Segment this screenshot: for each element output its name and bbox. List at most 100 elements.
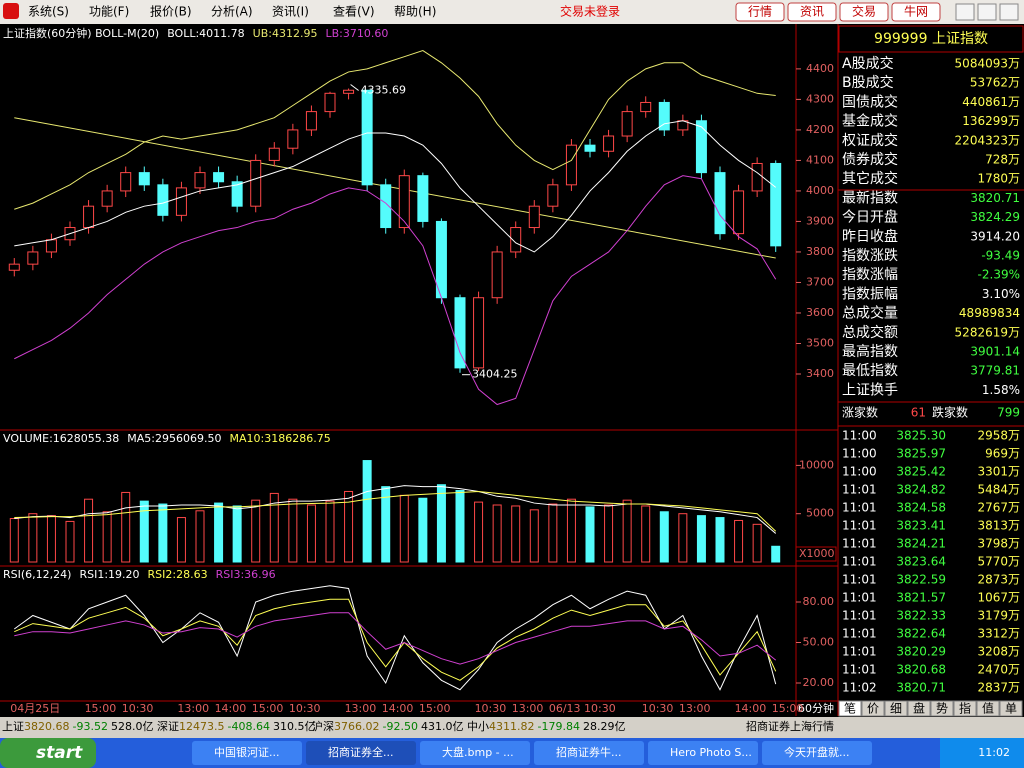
stat-label: 基金成交 [842, 113, 898, 130]
volume-bar [678, 513, 688, 563]
x-tick-label: 15:00 [772, 702, 804, 715]
volume-bar [696, 515, 706, 563]
annotation-pointer [350, 84, 359, 91]
volume-bar [715, 517, 725, 563]
tab[interactable] [861, 700, 885, 717]
tab[interactable] [999, 700, 1023, 717]
volume-bar [566, 498, 576, 563]
indicator-line [14, 612, 777, 665]
trade-price: 3825.97 [896, 447, 946, 461]
menu-item[interactable]: 功能(F) [89, 5, 129, 19]
stat-label: 指数振幅 [842, 286, 898, 302]
trade-price: 3822.59 [896, 573, 946, 587]
breadth-down-label: 跌家数 [932, 405, 968, 420]
toolbar-button[interactable] [787, 2, 837, 22]
trade-volume: 2837万 [977, 681, 1020, 695]
status-quote: 沪深3766.02 -92.50 431.0亿 [312, 719, 463, 733]
app-logo[interactable] [3, 3, 19, 19]
trade-time: 11:02 [842, 681, 877, 695]
y-tick-label: 3500 [806, 336, 834, 349]
y-tick-label: 3900 [806, 214, 834, 227]
y-tick-label: 4200 [806, 123, 834, 136]
trade-price: 3820.29 [896, 645, 946, 659]
menu-item[interactable]: 分析(A) [211, 5, 253, 19]
stat-label: 债券成交 [842, 151, 898, 168]
task-button[interactable] [762, 741, 872, 765]
candle-body [417, 175, 429, 222]
trade-volume: 3208万 [977, 645, 1020, 659]
task-label: Hero Photo S... [670, 746, 752, 759]
stat-value: 3820.71 [970, 191, 1020, 205]
trade-price: 3825.42 [896, 465, 946, 479]
volume-bar [474, 501, 484, 563]
login-status: 交易未登录 [560, 4, 620, 19]
close-button[interactable] [999, 3, 1019, 21]
volume-bar [436, 484, 446, 563]
toolbar-button[interactable] [839, 2, 889, 22]
stat-value: 440861万 [962, 95, 1020, 109]
volume-bar [288, 498, 298, 563]
tab[interactable] [907, 700, 931, 717]
volume-bar [269, 492, 279, 563]
tab[interactable] [838, 700, 862, 717]
quote-amount: 528.0亿 [111, 720, 154, 733]
trade-volume: 5770万 [977, 555, 1020, 569]
x-tick-label: 14:00 [382, 702, 414, 715]
trade-time: 11:01 [842, 483, 877, 497]
x-tick-label: 10:30 [122, 702, 154, 715]
minimize-button[interactable] [955, 3, 975, 21]
candle-body [231, 181, 243, 207]
menu-item[interactable]: 资讯(I) [272, 5, 309, 19]
y-tick-label: 20.00 [803, 676, 835, 689]
candle-body [398, 175, 410, 229]
trade-time: 11:01 [842, 501, 877, 515]
trade-time: 11:01 [842, 519, 877, 533]
tab[interactable] [953, 700, 977, 717]
volume-bar [362, 460, 372, 563]
task-button[interactable] [420, 741, 530, 765]
restore-button[interactable] [977, 3, 997, 21]
stat-value: 48989834 [959, 306, 1020, 320]
y-tick-label: 4400 [806, 62, 834, 75]
stat-value: 2204323万 [955, 133, 1020, 147]
legend-entry: MA5:2956069.50 [127, 432, 221, 445]
status-source: 招商证券上海行情 [746, 719, 834, 733]
menu-item[interactable]: 帮助(H) [394, 5, 436, 19]
period-label[interactable]: 60分钟 [798, 701, 834, 715]
quote-amount: 28.29亿 [583, 720, 626, 733]
quote-change: -93.52 [73, 720, 108, 733]
task-button[interactable] [306, 741, 416, 765]
volume-bar [622, 499, 632, 563]
candle-body [751, 162, 763, 192]
task-button[interactable] [192, 741, 302, 765]
volume-bar [399, 494, 409, 563]
quote-change: -92.50 [383, 720, 418, 733]
volume-bar [381, 486, 391, 563]
stat-value: 53762万 [970, 76, 1020, 90]
menu-item[interactable]: 查看(V) [333, 5, 375, 19]
status-quote: 上证3820.68 -93.52 528.0亿 [2, 720, 153, 733]
candle-body [603, 135, 615, 152]
breadth-down: 799 [997, 406, 1020, 420]
trade-volume: 2470万 [977, 663, 1020, 677]
menu-item[interactable]: 报价(B) [150, 4, 192, 19]
x-tick-label: 13:00 [512, 702, 544, 715]
task-button[interactable] [648, 741, 758, 765]
tab[interactable] [976, 700, 1000, 717]
tab[interactable] [930, 700, 954, 717]
volume-bar [548, 503, 558, 563]
candle-body [491, 251, 503, 299]
trade-price: 3823.64 [896, 555, 946, 569]
tab[interactable] [884, 700, 908, 717]
toolbar-button[interactable] [735, 2, 785, 22]
menu-item[interactable]: 系统(S) [28, 5, 69, 19]
candle-body [83, 205, 95, 229]
toolbar-button[interactable] [891, 2, 941, 22]
stat-label: A股成交 [842, 55, 894, 72]
task-button[interactable] [534, 741, 644, 765]
stat-value: 3779.81 [970, 364, 1020, 378]
candle-body [733, 190, 745, 235]
start-button[interactable] [0, 738, 96, 768]
candle-body [343, 89, 355, 94]
candle-body [528, 205, 540, 229]
